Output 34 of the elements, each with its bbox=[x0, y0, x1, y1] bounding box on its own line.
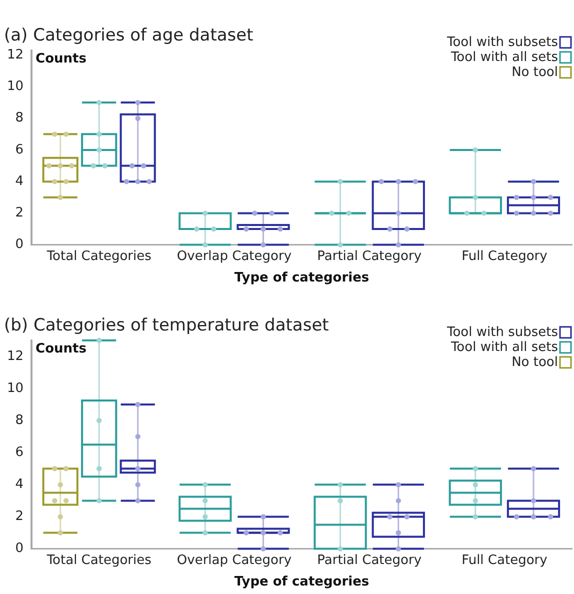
legend-label: Tool with all sets bbox=[450, 50, 558, 65]
legend-label: No tool bbox=[512, 64, 558, 80]
y-tick-label: 2 bbox=[15, 509, 24, 524]
y-tick-label: 12 bbox=[6, 348, 24, 364]
x-tick-label: Overlap Category bbox=[176, 248, 292, 264]
x-tick-label: Partial Category bbox=[317, 248, 422, 264]
y-tick-label: 2 bbox=[15, 206, 24, 221]
y-tick-label: 8 bbox=[15, 412, 24, 428]
x-axis-title: Type of categories bbox=[234, 574, 370, 590]
x-tick-label: Total Categories bbox=[46, 248, 152, 264]
x-axis-title: Type of categories bbox=[234, 270, 370, 286]
legend-label: Tool with all sets bbox=[450, 340, 558, 355]
x-tick-label: Full Category bbox=[462, 552, 548, 568]
y-tick-label: 4 bbox=[15, 174, 24, 189]
y-axis-title: Counts bbox=[36, 341, 87, 356]
y-tick-label: 10 bbox=[6, 380, 24, 396]
legend-label: Tool with subsets bbox=[446, 34, 558, 50]
legend-label: Tool with subsets bbox=[446, 324, 558, 340]
y-tick-label: 10 bbox=[6, 79, 24, 94]
chart-title: (b) Categories of temperature dataset bbox=[4, 316, 330, 336]
y-tick-label: 0 bbox=[15, 237, 24, 252]
y-tick-label: 8 bbox=[15, 110, 24, 126]
x-tick-label: Partial Category bbox=[317, 552, 422, 568]
y-tick-label: 12 bbox=[6, 48, 24, 63]
legend-label: No tool bbox=[512, 354, 558, 370]
y-tick-label: 6 bbox=[15, 142, 24, 158]
y-tick-label: 0 bbox=[15, 541, 24, 556]
chart-title: (a) Categories of age dataset bbox=[4, 26, 254, 46]
y-axis-title: Counts bbox=[36, 51, 87, 66]
x-tick-label: Overlap Category bbox=[176, 552, 292, 568]
x-tick-label: Total Categories bbox=[46, 552, 152, 568]
y-tick-label: 4 bbox=[15, 477, 24, 492]
y-tick-label: 6 bbox=[15, 444, 24, 460]
x-tick-label: Full Category bbox=[462, 248, 548, 264]
